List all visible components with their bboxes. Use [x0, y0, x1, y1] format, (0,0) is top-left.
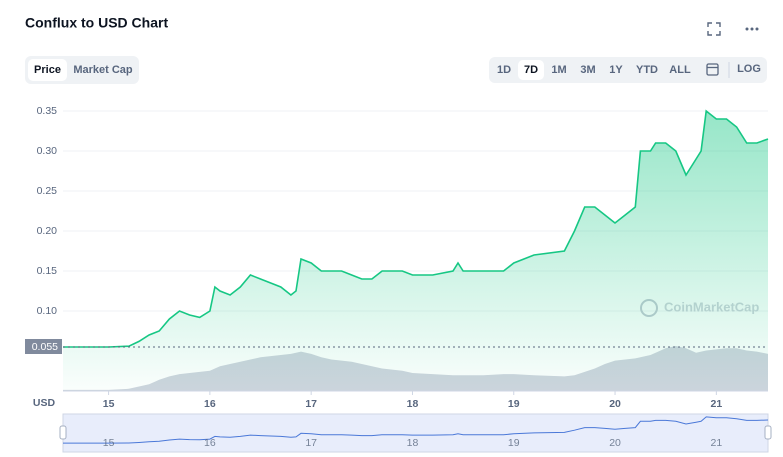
navigator-tick-label: 15 [103, 437, 115, 449]
x-tick-label: 20 [609, 398, 621, 410]
tab-button[interactable]: Market Cap [73, 64, 133, 76]
tab-active-bg [28, 59, 67, 81]
log-button[interactable]: LOG [737, 63, 761, 75]
y-tick-label: 0.25 [37, 185, 58, 197]
range-button[interactable]: ALL [669, 64, 691, 76]
price-line [63, 109, 769, 348]
navigator-tick-label: 16 [204, 437, 216, 449]
reference-label: 0.055 [32, 341, 58, 353]
navigator-line [63, 416, 769, 444]
tab-button[interactable]: Price [34, 64, 61, 76]
navigator-tick-label: 17 [305, 437, 317, 449]
x-tick-label: 19 [508, 398, 520, 410]
range-button[interactable]: 1D [497, 64, 511, 76]
navigator-tick-label: 20 [609, 437, 621, 449]
range-button[interactable]: 3M [580, 64, 595, 76]
navigator-tick-label: 19 [508, 437, 520, 449]
navigator-handle-left[interactable] [59, 425, 67, 440]
range-button[interactable]: 1M [551, 64, 566, 76]
x-tick-label: 16 [204, 398, 216, 410]
range-button[interactable]: 1Y [609, 64, 623, 76]
y-tick-label: 0.30 [37, 145, 58, 157]
reference-label-bg [25, 339, 62, 354]
y-tick-label: 0.35 [37, 105, 58, 117]
navigator-tick-label: 21 [710, 437, 722, 449]
x-tick-label: 21 [710, 398, 722, 410]
chart-title: Conflux to USD Chart [25, 15, 168, 31]
calendar-button[interactable] [706, 63, 719, 76]
navigator-handle-right[interactable] [764, 425, 772, 440]
x-tick-label: 17 [305, 398, 317, 410]
y-tick-label: 0.15 [37, 265, 58, 277]
y-tick-label: 0.20 [37, 225, 58, 237]
navigator-tick-label: 18 [407, 437, 419, 449]
more-icon[interactable] [745, 27, 759, 31]
x-tick-label: 18 [407, 398, 419, 410]
price-area [63, 111, 768, 391]
range-group [489, 57, 767, 83]
currency-label: USD [33, 397, 56, 409]
y-tick-label: 0.10 [37, 305, 58, 317]
range-button[interactable]: YTD [636, 64, 658, 76]
range-button[interactable]: 7D [524, 64, 538, 76]
x-tick-label: 15 [103, 398, 115, 410]
range-active-bg [518, 60, 544, 80]
fullscreen-icon[interactable] [707, 22, 721, 36]
